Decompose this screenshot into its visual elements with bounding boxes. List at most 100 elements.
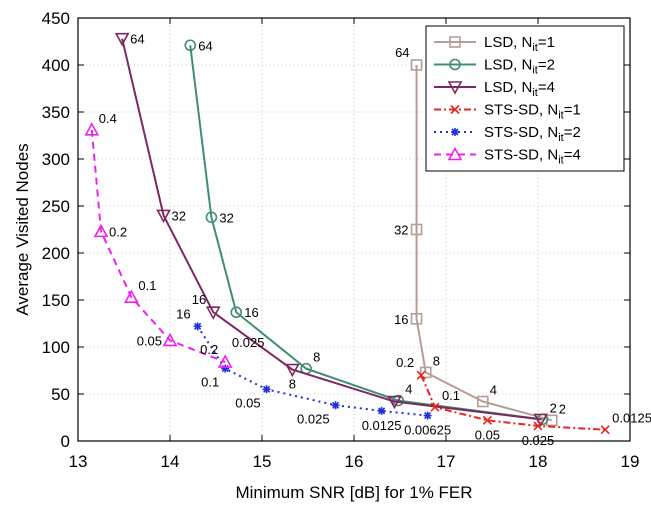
data-label: 0.2 [109, 224, 127, 239]
x-marker [416, 370, 426, 380]
star-marker [423, 411, 432, 420]
legend-item: LSD, Nit=4 [434, 79, 555, 99]
y-tick-label: 100 [42, 338, 70, 357]
y-tick-label: 0 [61, 432, 70, 451]
data-label: 32 [172, 208, 186, 223]
x-tick-label: 17 [437, 452, 456, 471]
series-line [196, 325, 428, 417]
y-tick-label: 250 [42, 197, 70, 216]
star-marker [221, 364, 230, 373]
legend-item: LSD, Nit=2 [434, 57, 555, 77]
legend-item: STS-SD, Nit=4 [434, 147, 581, 167]
series-6 [84, 122, 233, 368]
triangle-down-marker [533, 413, 549, 428]
star-marker [262, 385, 271, 394]
data-label: 0.1 [201, 375, 219, 390]
legend-item: LSD, Nit=1 [434, 34, 555, 54]
data-label: 64 [130, 32, 144, 47]
data-label: 16 [192, 292, 206, 307]
square-marker [410, 312, 423, 325]
data-label: 16 [244, 305, 258, 320]
circle-marker [230, 306, 243, 319]
data-label: 0.2 [200, 342, 218, 357]
circle-marker [449, 58, 461, 71]
data-label: 32 [219, 210, 233, 225]
series-layer [84, 32, 610, 435]
x-marker [533, 421, 543, 431]
x-marker [482, 415, 492, 425]
x-axis-label: Minimum SNR [dB] for 1% FER [235, 483, 472, 502]
y-tick-label: 150 [42, 291, 70, 310]
triangle-down-marker [447, 81, 463, 95]
triangle-up-marker [124, 289, 139, 303]
y-axis-label: Average Visited Nodes [13, 143, 32, 315]
data-label: 32 [394, 223, 408, 238]
triangle-up-marker [447, 146, 463, 161]
x-tick-label: 13 [69, 452, 88, 471]
series-3 [114, 32, 549, 428]
circle-marker [184, 39, 197, 52]
series-4 [416, 370, 610, 435]
star-marker [377, 406, 386, 415]
y-tick-label: 400 [42, 56, 70, 75]
legend-label: LSD, Nit=1 [484, 34, 555, 54]
y-tick-label: 50 [51, 385, 70, 404]
data-label: 0.2 [396, 355, 414, 370]
triangle-down-marker [205, 306, 221, 320]
triangle-down-marker [387, 395, 402, 410]
data-label: 4 [405, 382, 412, 397]
data-label: 0.025 [297, 411, 330, 426]
triangle-down-marker [114, 32, 130, 47]
data-label: 64 [395, 45, 409, 60]
square-marker [410, 223, 423, 236]
data-label: 8 [433, 353, 440, 368]
axis-ticks: 13 14 15 16 17 18 19 0 50 100 150 200 250 300 350 400 45… [42, 9, 640, 471]
star-marker [193, 322, 202, 331]
x-marker [430, 402, 440, 412]
series-line [90, 129, 226, 363]
series-line [121, 38, 541, 421]
data-label: 0.4 [99, 111, 117, 126]
x-marker [450, 104, 460, 115]
data-label: 4 [490, 383, 497, 398]
data-label: 0.0125 [362, 418, 402, 433]
triangle-down-marker [156, 209, 171, 224]
data-label: 0.00625 [404, 423, 451, 438]
legend-label: LSD, Nit=4 [484, 79, 555, 99]
square-marker [410, 59, 423, 71]
x-tick-label: 16 [345, 452, 364, 471]
square-marker [449, 36, 461, 48]
legend-label: STS-SD, Nit=1 [484, 102, 581, 122]
series-2 [184, 39, 549, 426]
data-label: 2 [559, 401, 566, 416]
circle-marker [205, 211, 218, 224]
series-5 [193, 322, 432, 420]
y-tick-label: 450 [42, 9, 70, 28]
x-tick-label: 19 [621, 452, 640, 471]
x-tick-label: 15 [253, 452, 272, 471]
square-marker [476, 395, 489, 408]
data-label: 0.05 [137, 333, 162, 348]
triangle-up-marker [84, 122, 100, 136]
x-marker [600, 425, 610, 435]
triangle-up-marker [217, 354, 233, 368]
triangle-down-marker [285, 363, 300, 378]
data-label: 0.025 [232, 335, 265, 350]
legend-box [425, 25, 625, 172]
triangle-up-marker [162, 332, 178, 347]
legend-label: LSD, Nit=2 [484, 57, 555, 77]
data-label: 16 [176, 306, 190, 321]
data-label: 0.1 [442, 388, 460, 403]
legend-label: STS-SD, Nit=4 [484, 147, 581, 167]
x-tick-label: 14 [161, 452, 180, 471]
y-tick-label: 300 [42, 150, 70, 169]
series-line [189, 45, 543, 421]
data-label: 0.0125 [612, 411, 651, 426]
star-marker [451, 128, 459, 136]
data-label: 64 [198, 38, 212, 53]
star-marker [331, 401, 340, 410]
triangle-up-marker [93, 223, 109, 238]
data-label: 8 [313, 350, 320, 365]
